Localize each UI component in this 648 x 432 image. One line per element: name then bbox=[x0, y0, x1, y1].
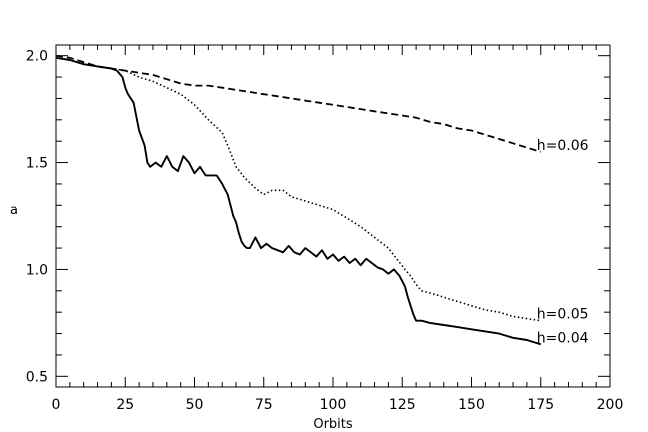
series-label-h-0-06: h=0.06 bbox=[537, 138, 589, 154]
x-tick-label: 125 bbox=[389, 397, 416, 413]
x-tick-label: 175 bbox=[527, 397, 554, 413]
y-tick-label: 0.5 bbox=[26, 369, 48, 385]
x-tick-label: 200 bbox=[597, 397, 624, 413]
plot-border bbox=[55, 44, 611, 388]
y-tick-label: 2.0 bbox=[26, 49, 48, 65]
series-label-h-0-05: h=0.05 bbox=[537, 307, 589, 323]
series-label-h-0-04: h=0.04 bbox=[537, 330, 589, 346]
x-tick-label: 0 bbox=[52, 397, 61, 413]
x-tick-label: 50 bbox=[186, 397, 204, 413]
x-tick-label: 100 bbox=[320, 397, 347, 413]
y-axis-label: a bbox=[10, 203, 18, 218]
tick-marks bbox=[55, 45, 611, 387]
x-axis-label: Orbits bbox=[313, 417, 353, 432]
y-tick-label: 1.5 bbox=[26, 156, 48, 172]
x-tick-label: 150 bbox=[458, 397, 485, 413]
plot-frame bbox=[55, 44, 611, 388]
x-tick-label: 25 bbox=[116, 397, 134, 413]
series-labels: h=0.06 h=0.05 h=0.04 bbox=[537, 138, 589, 346]
series-line-h-0-06 bbox=[55, 54, 542, 153]
x-tick-label: 75 bbox=[255, 397, 273, 413]
series-lines bbox=[55, 54, 542, 346]
tick-labels: 0 25 50 75 100 125 150 175 200 0.5 1.0 1.5 2.0 bbox=[26, 49, 624, 413]
series-line-h-0-04 bbox=[55, 56, 542, 346]
series-line-h-0-05 bbox=[55, 57, 541, 322]
y-tick-label: 1.0 bbox=[26, 262, 48, 278]
